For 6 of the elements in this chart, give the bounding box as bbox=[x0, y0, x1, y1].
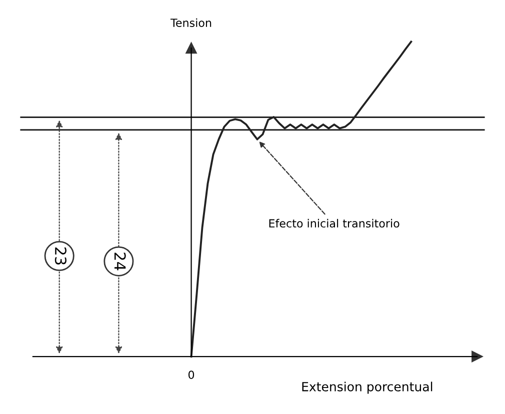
x-axis-title: Extension porcentual bbox=[302, 382, 432, 394]
y-axis-title: Tension bbox=[170, 18, 212, 27]
annotation: Efecto inicial transitorio bbox=[269, 218, 400, 228]
text: 24 bbox=[114, 252, 126, 270]
text: 23 bbox=[54, 247, 66, 265]
annotation: 0 bbox=[188, 370, 194, 380]
